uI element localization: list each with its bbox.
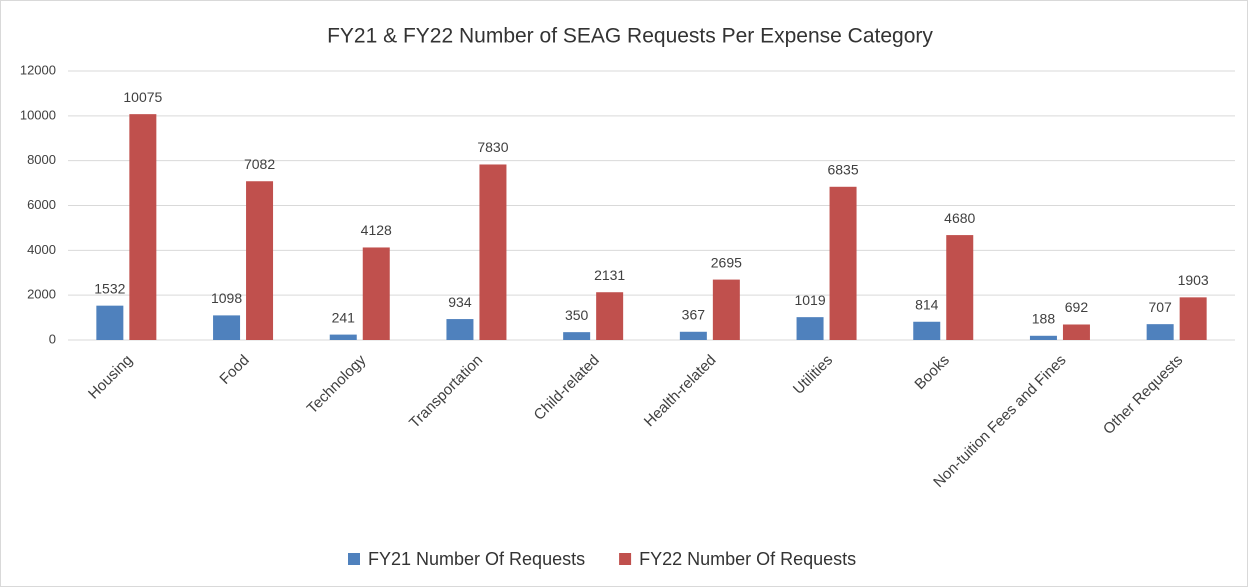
y-tick-label: 2000 xyxy=(27,287,56,302)
bar xyxy=(1146,324,1174,340)
data-label: 10075 xyxy=(123,89,162,105)
data-label: 4680 xyxy=(944,210,975,226)
bar xyxy=(913,321,941,340)
bar xyxy=(362,247,390,340)
data-label: 1903 xyxy=(1178,272,1209,288)
bar xyxy=(129,114,157,340)
bar xyxy=(563,332,591,340)
data-label: 7082 xyxy=(244,156,275,172)
data-label: 707 xyxy=(1148,299,1172,315)
y-tick-label: 12000 xyxy=(20,62,56,77)
legend-label: FY22 Number Of Requests xyxy=(639,549,856,569)
bar xyxy=(479,164,507,340)
y-tick-label: 6000 xyxy=(27,197,56,212)
data-label: 241 xyxy=(332,309,356,325)
data-label: 2695 xyxy=(711,254,742,270)
data-label: 692 xyxy=(1065,299,1089,315)
bar xyxy=(796,317,824,340)
data-label: 1098 xyxy=(211,290,242,306)
data-label: 350 xyxy=(565,307,589,323)
bar xyxy=(213,315,241,340)
legend-swatch xyxy=(348,553,360,565)
data-label: 1019 xyxy=(794,292,825,308)
y-tick-label: 4000 xyxy=(27,242,56,257)
chart-title: FY21 & FY22 Number of SEAG Requests Per … xyxy=(327,25,933,48)
y-tick-label: 10000 xyxy=(20,107,56,122)
bar xyxy=(679,331,707,340)
data-label: 6835 xyxy=(827,161,858,177)
y-tick-label: 0 xyxy=(49,331,56,346)
legend-swatch xyxy=(619,553,632,565)
bar xyxy=(829,186,857,340)
bar xyxy=(1179,297,1207,340)
data-label: 4128 xyxy=(361,222,392,238)
bar xyxy=(946,235,974,340)
data-label: 1532 xyxy=(94,280,125,296)
y-tick-label: 8000 xyxy=(27,152,56,167)
bar xyxy=(712,279,740,340)
bar xyxy=(446,319,474,340)
bar xyxy=(96,305,124,340)
data-label: 934 xyxy=(448,294,472,310)
data-label: 2131 xyxy=(594,267,625,283)
data-label: 367 xyxy=(682,306,706,322)
data-label: 188 xyxy=(1032,310,1056,326)
bar xyxy=(1062,324,1090,340)
bar xyxy=(329,334,357,340)
legend-label: FY21 Number Of Requests xyxy=(368,549,585,569)
data-label: 7830 xyxy=(477,139,508,155)
bar xyxy=(1029,335,1057,340)
bar xyxy=(246,181,274,340)
data-label: 814 xyxy=(915,296,939,312)
bar xyxy=(596,292,624,340)
